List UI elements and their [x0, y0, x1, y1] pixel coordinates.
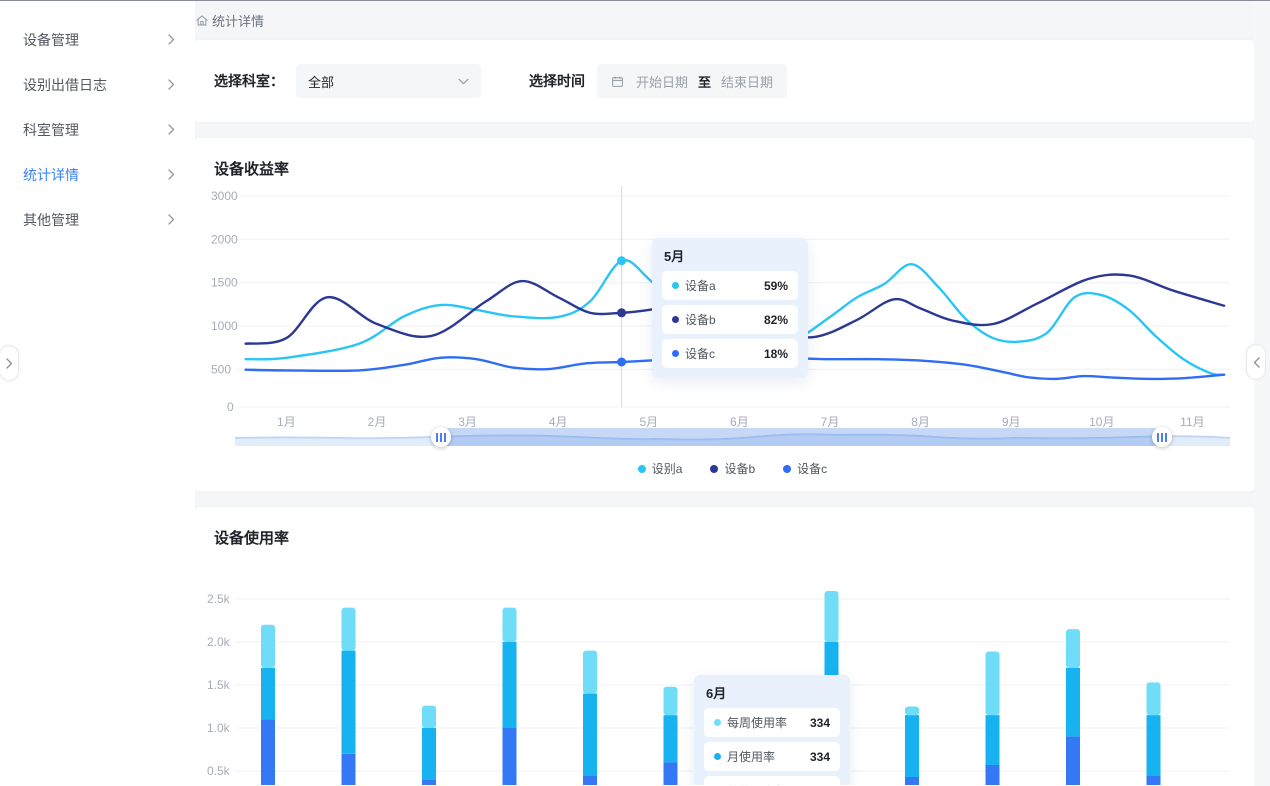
- svg-text:2000: 2000: [211, 232, 238, 246]
- svg-text:2.0k: 2.0k: [207, 635, 231, 649]
- svg-text:0: 0: [227, 400, 234, 414]
- svg-text:2.5k: 2.5k: [207, 592, 231, 606]
- svg-text:500: 500: [211, 362, 231, 376]
- svg-text:3000: 3000: [211, 189, 238, 203]
- svg-text:1500: 1500: [211, 276, 238, 290]
- svg-text:0.5k: 0.5k: [207, 764, 231, 778]
- svg-text:2月: 2月: [368, 415, 387, 429]
- svg-text:6月: 6月: [730, 415, 749, 429]
- svg-text:9月: 9月: [1002, 415, 1021, 429]
- svg-text:11月: 11月: [1180, 415, 1204, 429]
- svg-text:5月: 5月: [639, 415, 658, 429]
- svg-text:1月: 1月: [277, 415, 296, 429]
- svg-text:4月: 4月: [549, 415, 568, 429]
- svg-text:3月: 3月: [458, 415, 477, 429]
- svg-text:7月: 7月: [821, 415, 840, 429]
- svg-text:8月: 8月: [911, 415, 930, 429]
- svg-text:1.0k: 1.0k: [207, 721, 231, 735]
- svg-text:1000: 1000: [211, 319, 238, 333]
- svg-text:10月: 10月: [1089, 415, 1114, 429]
- svg-text:1.5k: 1.5k: [207, 678, 231, 692]
